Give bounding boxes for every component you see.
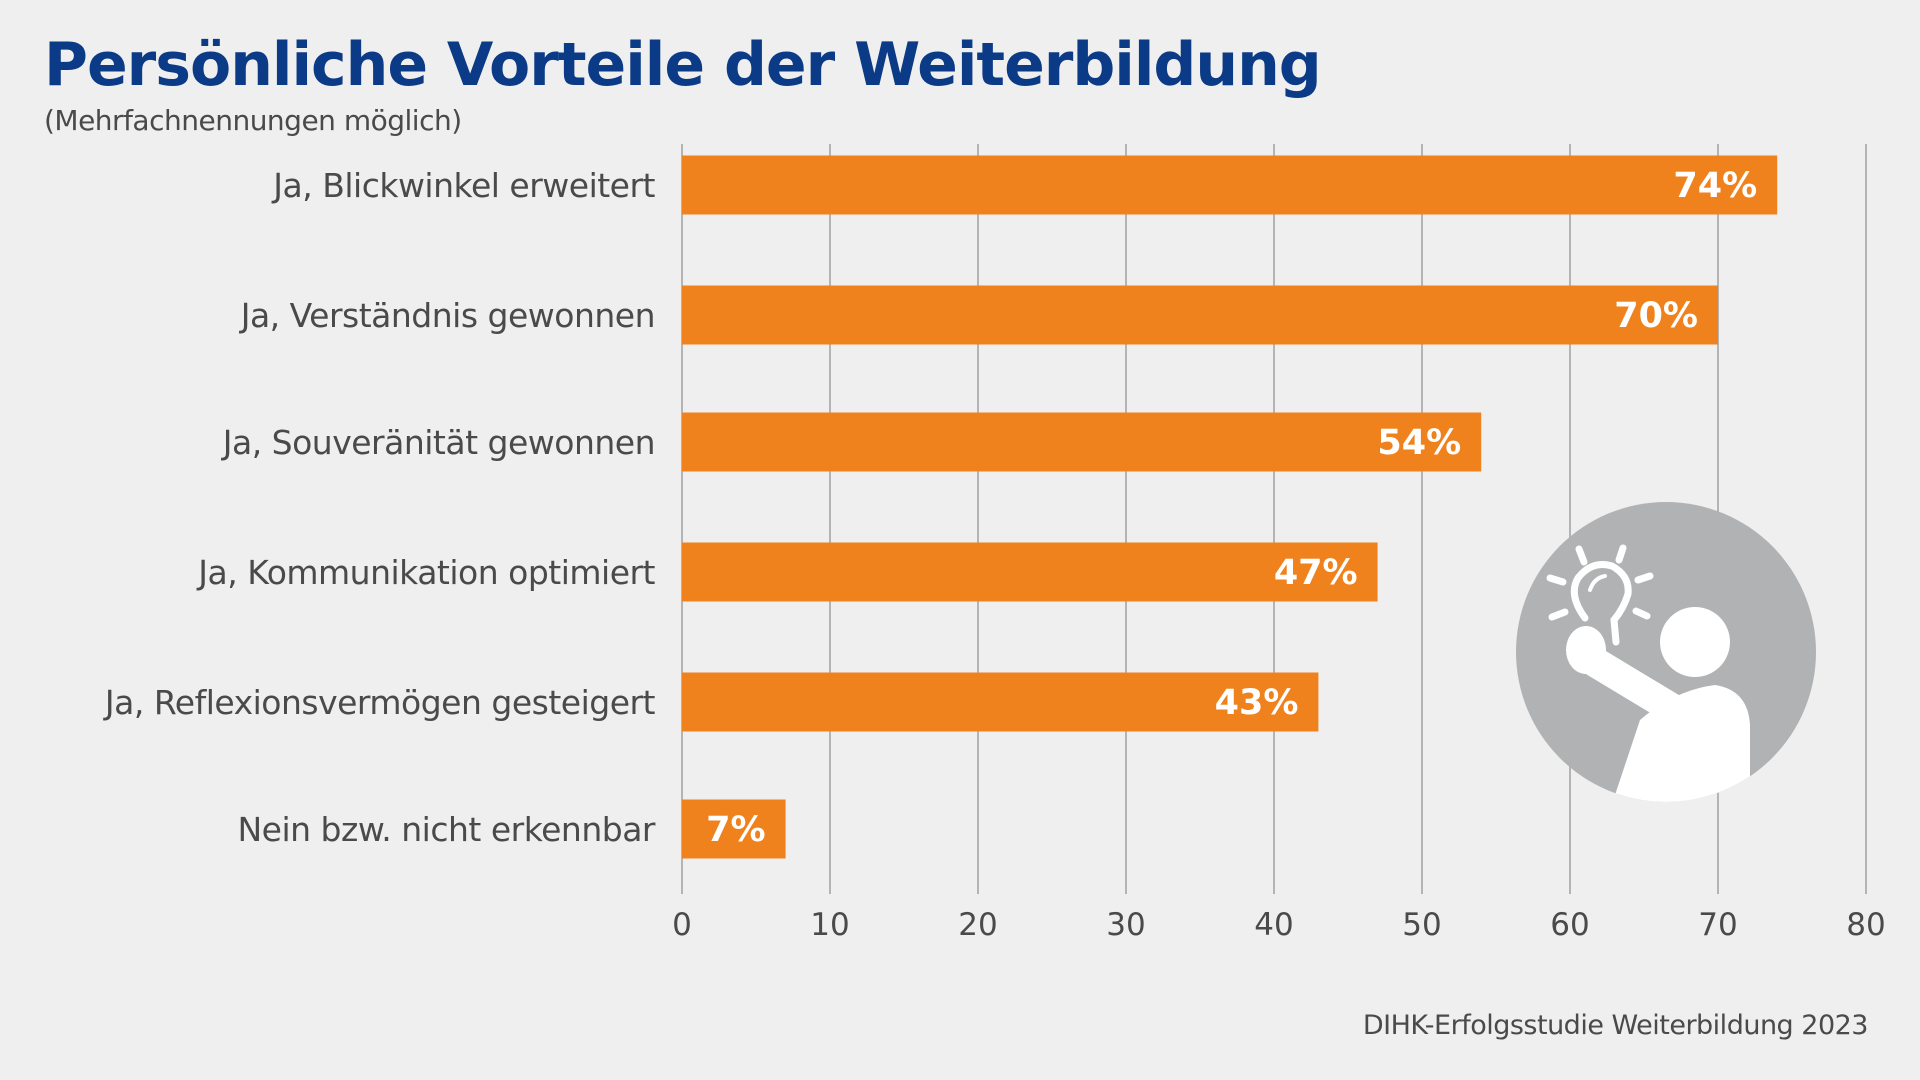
category-label: Ja, Blickwinkel erweitert	[271, 166, 655, 205]
data-label: 54%	[1377, 423, 1461, 463]
bar	[682, 799, 786, 859]
x-tick-label: 50	[1402, 907, 1441, 943]
x-tick-label: 10	[810, 907, 849, 943]
chart-title: Persönliche Vorteile der Weiterbildung	[44, 30, 1322, 100]
bar	[682, 155, 1778, 215]
bar	[682, 672, 1319, 732]
category-label: Nein bzw. nicht erkennbar	[237, 810, 655, 849]
data-label: 47%	[1274, 553, 1358, 593]
category-label: Ja, Kommunikation optimiert	[196, 553, 655, 592]
bar	[682, 412, 1482, 472]
x-tick-label: 60	[1550, 907, 1589, 943]
x-tick-label: 70	[1698, 907, 1737, 943]
bar	[682, 285, 1718, 345]
data-label: 74%	[1673, 166, 1757, 206]
person-with-lightbulb-icon	[1516, 502, 1816, 802]
category-label: Ja, Reflexionsvermögen gesteigert	[103, 683, 656, 722]
x-tick-label: 30	[1106, 907, 1145, 943]
x-tick-label: 0	[672, 907, 692, 943]
x-tick-label: 40	[1254, 907, 1293, 943]
x-tick-label: 20	[958, 907, 997, 943]
data-label: 70%	[1614, 296, 1698, 336]
data-label: 43%	[1215, 683, 1299, 723]
bar	[682, 542, 1378, 602]
category-labels: Ja, Blickwinkel erweitert Ja, Verständnis…	[103, 166, 657, 849]
data-label: 7%	[706, 810, 765, 850]
bars: 74% 70% 54% 47% 43% 7%	[682, 155, 1778, 859]
x-axis-ticks: 0 10 20 30 40 50 60 70 80	[672, 907, 1886, 943]
chart-subtitle: (Mehrfachnennungen möglich)	[44, 104, 462, 137]
x-tick-label: 80	[1846, 907, 1885, 943]
category-label: Ja, Verständnis gewonnen	[239, 296, 655, 335]
source-note: DIHK-Erfolgsstudie Weiterbildung 2023	[1362, 1010, 1869, 1041]
category-label: Ja, Souveränität gewonnen	[221, 423, 655, 462]
